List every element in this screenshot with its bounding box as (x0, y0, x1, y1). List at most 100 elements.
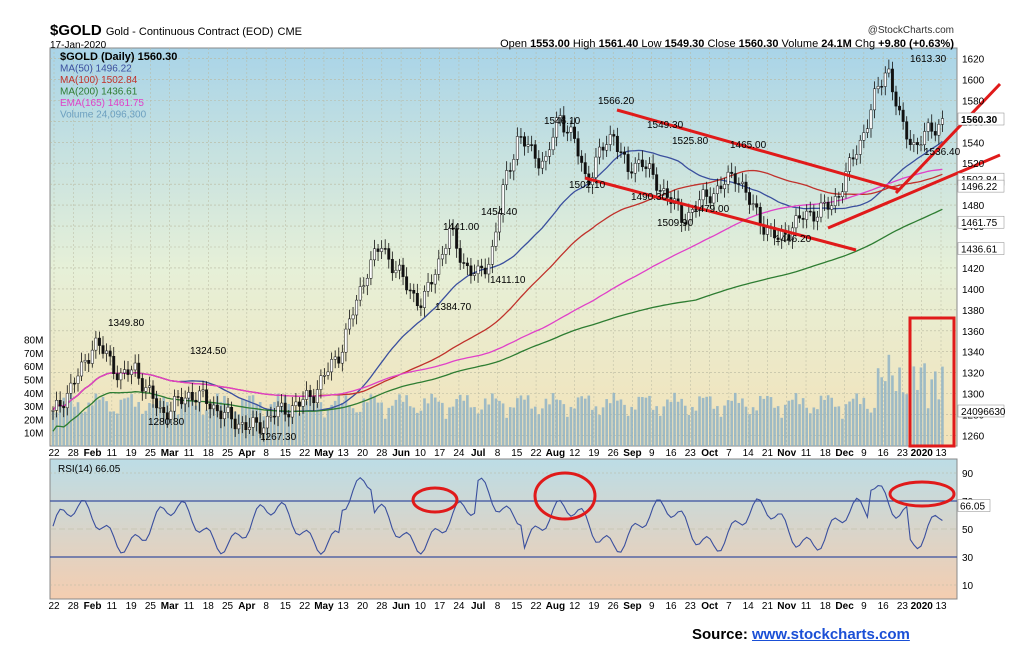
candle-body (183, 397, 187, 405)
volume-bar (355, 412, 358, 446)
price-annotation: 1525.80 (672, 136, 709, 147)
x-tick-label: 25 (222, 448, 234, 459)
volume-value: 24.1M (821, 38, 852, 50)
volume-bar (487, 404, 491, 446)
volume-bar (937, 399, 941, 446)
price-tick-label: 1320 (962, 369, 985, 380)
x-tick-label: 9 (861, 601, 867, 612)
candle-body (708, 196, 712, 204)
candle-body (612, 134, 616, 137)
volume-bar (483, 398, 487, 446)
volume-bar (480, 409, 483, 446)
volume-bar (308, 395, 312, 446)
candle-body (548, 149, 551, 157)
x-tick-label: 10 (415, 601, 427, 612)
candle-body (455, 228, 459, 249)
candle-body (147, 385, 151, 388)
candle-body (583, 162, 587, 175)
volume-tick-label: 40M (24, 389, 43, 400)
rsi-circle (533, 471, 597, 521)
volume-bar (733, 392, 737, 446)
right-label-text: 1461.75 (961, 218, 998, 229)
volume-bar (616, 400, 619, 446)
candle-body (840, 191, 844, 197)
price-annotation: 1384.70 (435, 302, 472, 313)
price-tick-label: 1300 (962, 390, 985, 401)
x-tick-label: 18 (820, 601, 832, 612)
candle-body (169, 410, 173, 420)
candle-body (919, 144, 923, 146)
candle-body (369, 259, 373, 279)
price-annotation: 1349.80 (108, 318, 145, 329)
candle-body (687, 212, 691, 225)
volume-bar (887, 354, 891, 446)
source-link[interactable]: www.stockcharts.com (752, 626, 910, 643)
volume-bar (623, 404, 626, 446)
volume-bar (637, 396, 641, 446)
candle-body (380, 248, 384, 252)
volume-bar (98, 399, 101, 446)
candle-body (551, 136, 555, 151)
candle-body (605, 144, 609, 151)
candle-body (662, 188, 666, 191)
candle-body (190, 391, 194, 401)
volume-bar (798, 404, 801, 446)
volume-bar (148, 402, 151, 446)
candle-body (940, 118, 944, 125)
volume-bar (641, 397, 644, 446)
instrument-name: Gold - Continuous Contract (EOD) (105, 26, 274, 38)
candle-body (573, 126, 576, 139)
rsi-tick-label: 50 (962, 525, 974, 536)
volume-bar (744, 406, 748, 446)
volume-bar (608, 403, 612, 446)
x-tick-label: 21 (762, 448, 774, 459)
volume-label: Volume (781, 38, 819, 50)
candle-body (412, 290, 416, 294)
volume-bar (294, 411, 298, 446)
candle-body (862, 132, 866, 141)
volume-bar (383, 418, 387, 446)
candle-body (787, 234, 791, 240)
volume-bar (444, 418, 448, 446)
x-tick-label: 20 (357, 601, 369, 612)
volume-bar (701, 397, 705, 446)
volume-bar (405, 395, 408, 446)
volume-bar (123, 398, 126, 446)
volume-bar (812, 407, 816, 446)
x-tick-label: 23 (685, 448, 697, 459)
candle-body (915, 142, 919, 146)
x-tick-label: 15 (280, 601, 292, 612)
price-annotations: 1349.80 1324.50 1280.80 1267.30 1441.001454.… (108, 54, 961, 443)
volume-bar (941, 366, 944, 446)
candle-body (848, 157, 852, 172)
price-tick-label: 1620 (962, 54, 985, 65)
x-tick-label: 8 (263, 448, 269, 459)
x-tick-label: Nov (777, 448, 796, 459)
volume-bar (808, 413, 812, 446)
x-tick-label: 11 (801, 601, 812, 612)
volume-bar (137, 402, 141, 446)
x-tick-label: Sep (623, 601, 641, 612)
candle-body (69, 382, 73, 394)
volume-bar (498, 400, 501, 446)
volume-bar (419, 410, 423, 446)
candle-body (480, 265, 484, 269)
candle-body (465, 262, 469, 267)
x-tick-label: 25 (145, 601, 157, 612)
candle-body (715, 185, 719, 194)
volume-bar (723, 405, 726, 446)
volume-bar (658, 415, 662, 446)
candle-body (212, 404, 216, 410)
chart-date: 17-Jan-2020 (50, 40, 107, 51)
volume-bar (173, 411, 176, 446)
right-label-box (957, 242, 1005, 255)
candle-body (208, 403, 212, 410)
x-tick-label: 11 (184, 601, 195, 612)
candle-body (298, 401, 301, 407)
candle-body (830, 205, 834, 210)
candle-body (265, 416, 269, 429)
x-tick-label: 15 (280, 448, 292, 459)
candle-body (144, 387, 148, 392)
legend-entry: MA(50) 1496.22 (60, 64, 132, 75)
candle-body (287, 414, 291, 418)
